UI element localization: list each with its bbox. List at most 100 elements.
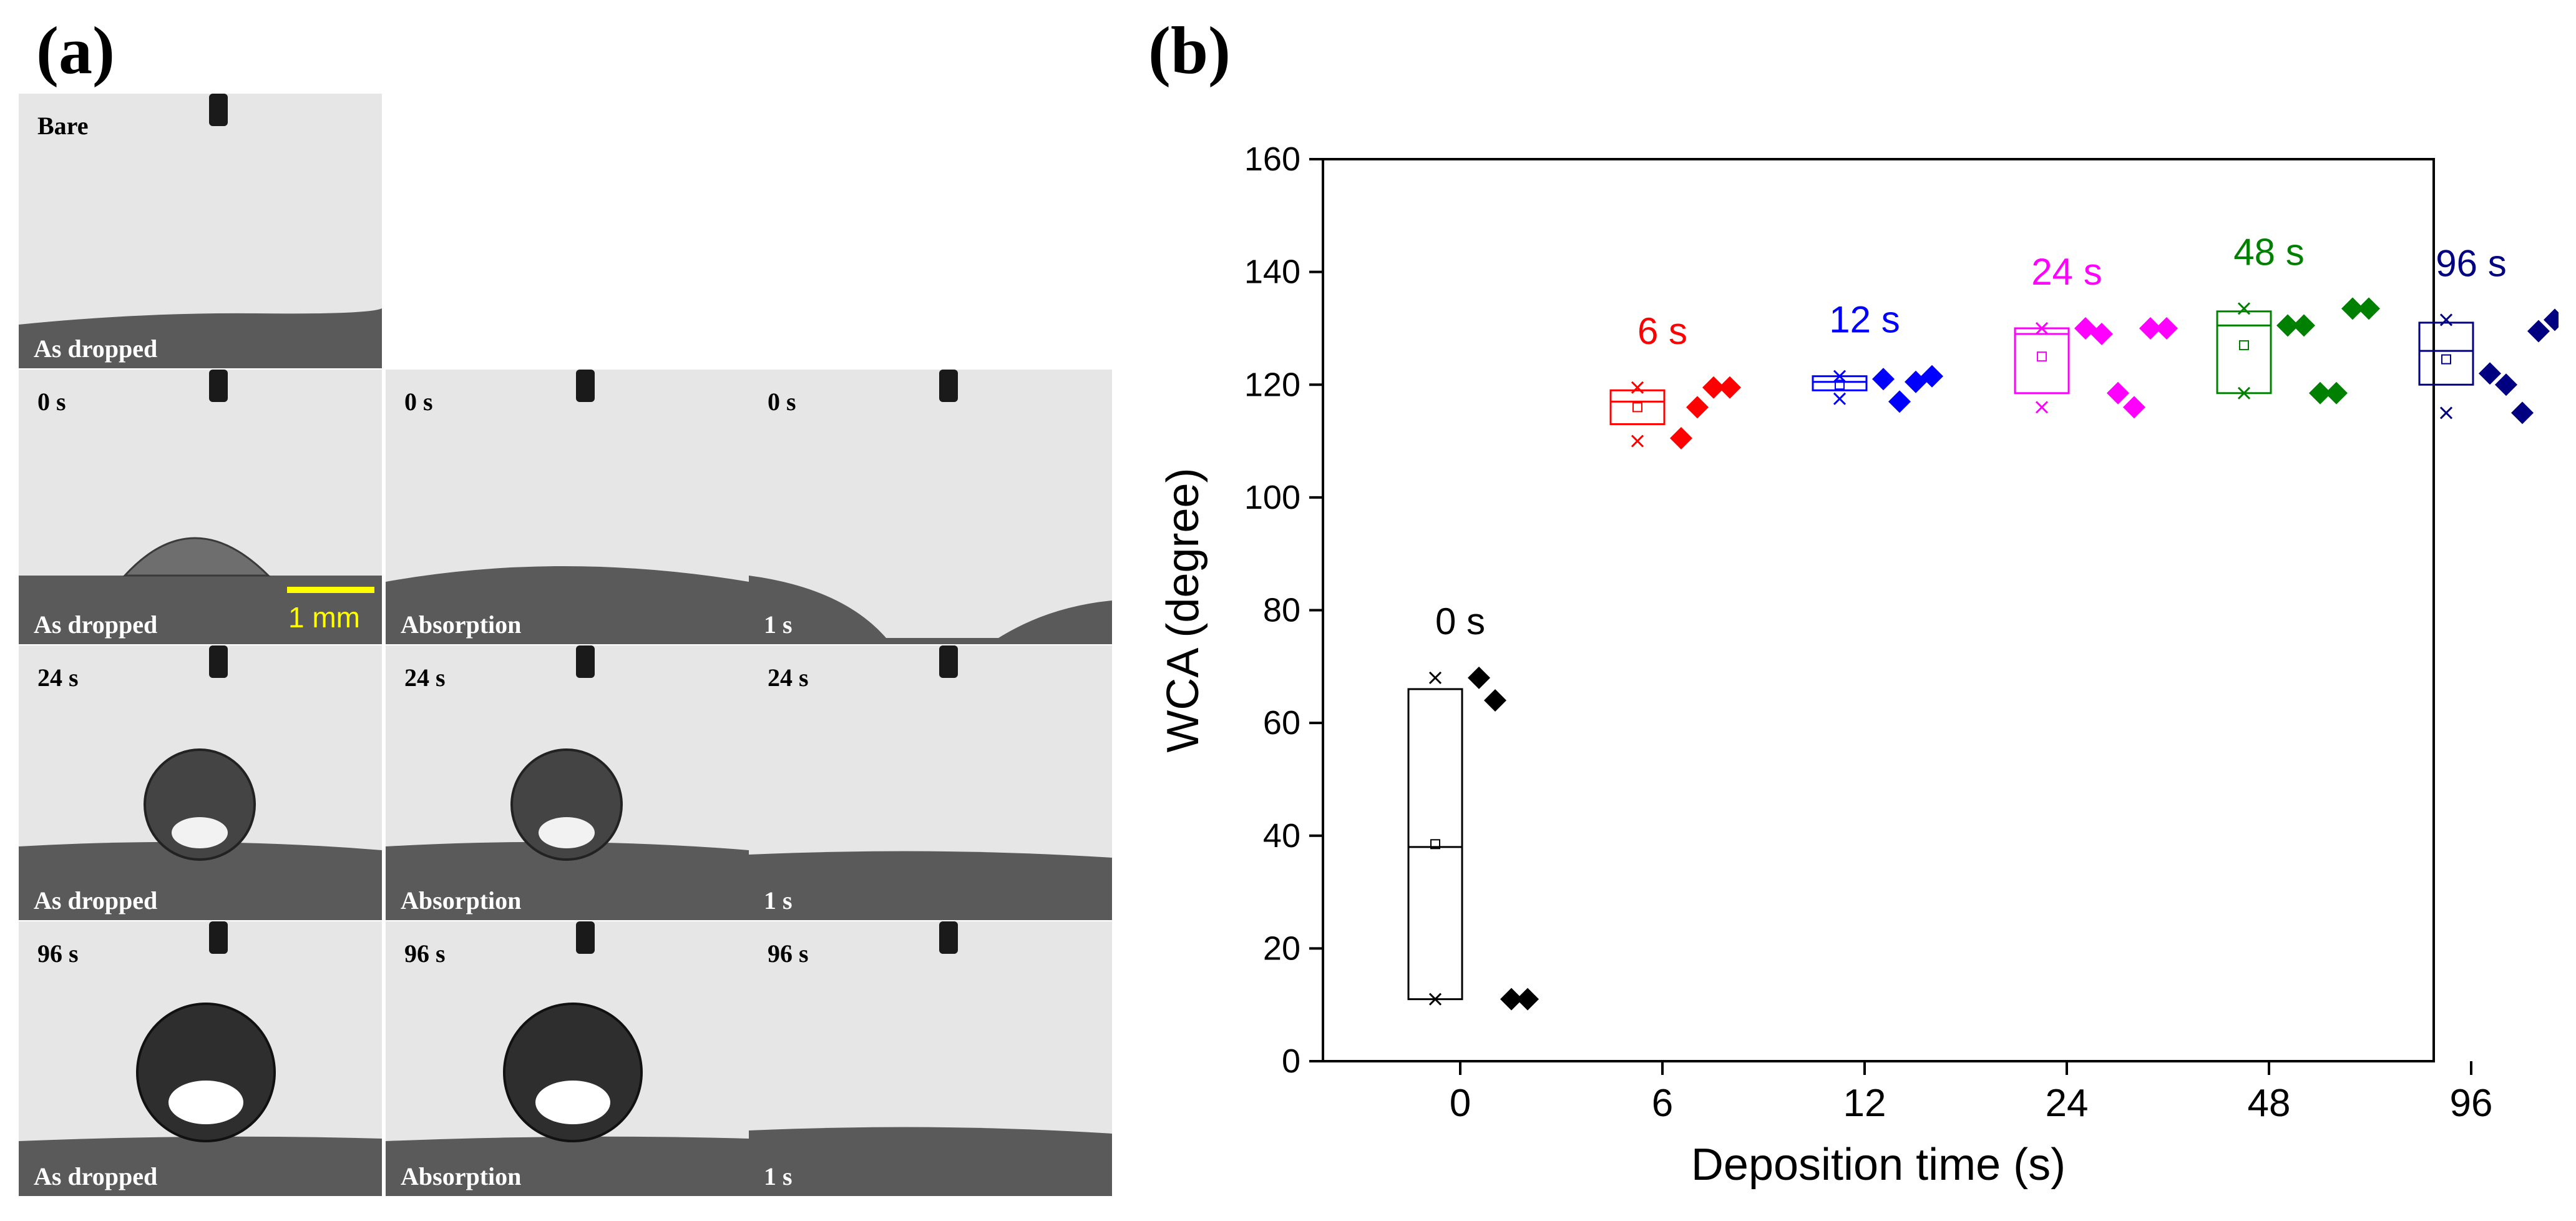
- data-point: [2276, 314, 2299, 337]
- droplet-image-tile: 24 s Absorption: [386, 645, 749, 920]
- group-label: 96 s: [2436, 242, 2506, 284]
- panel-a-label: (a): [36, 14, 115, 88]
- scale-bar: [287, 587, 374, 593]
- data-point: [2107, 381, 2129, 405]
- data-point: [2479, 362, 2501, 385]
- box-extreme-marker: [2035, 401, 2049, 414]
- data-point: [2139, 316, 2162, 340]
- y-axis-label: WCA (degree): [1158, 468, 1208, 752]
- droplet-image-tile: 0 s Absorption: [386, 370, 749, 644]
- panel-b-label: (b): [1148, 14, 1231, 88]
- y-tick-label: 80: [1263, 592, 1300, 629]
- data-point: [1702, 376, 1725, 399]
- tile-bottom-label: 1 s: [764, 886, 793, 915]
- y-tick-label: 100: [1244, 479, 1300, 516]
- box-mean: [1632, 402, 1642, 413]
- y-tick-label: 160: [1244, 140, 1300, 178]
- data-point: [2544, 308, 2559, 331]
- data-point: [1516, 988, 1539, 1011]
- x-axis-label: Deposition time (s): [1691, 1140, 2066, 1190]
- tile-bottom-label: As dropped: [34, 886, 158, 915]
- data-point: [1719, 376, 1741, 399]
- data-point: [2325, 381, 2348, 405]
- box-extreme-marker: [1833, 392, 1847, 405]
- group-label: 6 s: [1637, 310, 1687, 352]
- data-point: [1468, 666, 1490, 689]
- x-tick-label: 6: [1652, 1082, 1673, 1125]
- tile-top-label: 0 s: [768, 388, 796, 416]
- box-extreme-marker: [2439, 406, 2453, 419]
- tile-top-label: 96 s: [768, 939, 809, 968]
- y-tick-label: 140: [1244, 253, 1300, 291]
- tile-bottom-label: Absorption: [401, 886, 522, 915]
- tile-bottom-label: 1 s: [764, 610, 793, 639]
- box-extreme-marker: [1631, 381, 1644, 394]
- droplet-photo: [749, 921, 1112, 1196]
- box-extreme-marker: [1428, 993, 1442, 1006]
- data-point: [2155, 316, 2178, 340]
- data-point: [1500, 988, 1523, 1011]
- tile-bottom-label: As dropped: [34, 1162, 158, 1190]
- x-tick-label: 24: [2046, 1082, 2089, 1125]
- data-point: [2091, 322, 2113, 345]
- y-tick-label: 120: [1244, 366, 1300, 403]
- box: [1609, 389, 1666, 425]
- droplet-image-tile: 0 s As dropped 1 mm: [19, 370, 382, 644]
- y-tick-label: 60: [1263, 704, 1300, 742]
- droplet-photo: [19, 645, 382, 920]
- data-point: [1686, 396, 1709, 419]
- group-label: 0 s: [1435, 601, 1485, 642]
- plot-frame: [1322, 158, 2435, 1062]
- tile-bottom-label: As dropped: [34, 610, 158, 639]
- tile-bottom-label: 1 s: [764, 1162, 793, 1190]
- tile-top-label: 96 s: [37, 939, 79, 968]
- group-label: 12 s: [1829, 299, 1900, 341]
- tile-top-label: 24 s: [404, 664, 446, 692]
- droplet-image-tile: 96 s As dropped: [19, 921, 382, 1196]
- droplet-image-tile: 96 s 1 s: [749, 921, 1112, 1196]
- droplet-image-tile: 0 s 1 s: [749, 370, 1112, 644]
- group-label: 24 s: [2031, 251, 2102, 293]
- box-mean: [1835, 380, 1845, 390]
- box-extreme-marker: [1428, 671, 1442, 684]
- data-point: [1484, 689, 1506, 712]
- droplet-image-tile: 24 s 1 s: [749, 645, 1112, 920]
- tile-bottom-label: Absorption: [401, 1162, 522, 1190]
- data-point: [1872, 368, 1895, 391]
- tile-bottom-label: As dropped: [34, 335, 158, 363]
- droplet-photo: [19, 921, 382, 1196]
- x-tick-label: 0: [1450, 1082, 1471, 1125]
- box-extreme-marker: [1631, 434, 1644, 448]
- tile-top-label: 0 s: [404, 388, 433, 416]
- box-extreme-marker: [2237, 386, 2251, 400]
- y-tick-label: 40: [1263, 817, 1300, 855]
- data-point: [2511, 401, 2534, 424]
- x-tick-label: 12: [1843, 1082, 1886, 1125]
- tile-top-label: 0 s: [37, 388, 66, 416]
- droplet-photo: [749, 645, 1112, 920]
- box-extreme-marker: [2237, 302, 2251, 315]
- scale-bar-label: 1 mm: [288, 601, 360, 634]
- tile-top-label: 24 s: [768, 664, 809, 692]
- box: [2418, 321, 2474, 386]
- data-point: [1670, 427, 1692, 450]
- data-point: [1888, 390, 1911, 413]
- droplet-image-tile: 24 s As dropped: [19, 645, 382, 920]
- tile-bottom-label: Absorption: [401, 610, 522, 639]
- box-mean: [1430, 839, 1440, 850]
- droplet-photo: [19, 94, 382, 368]
- data-point: [2123, 396, 2145, 419]
- x-tick-label: 48: [2248, 1082, 2291, 1125]
- droplet-photo: [386, 645, 749, 920]
- data-point: [2527, 320, 2550, 343]
- box-extreme-marker: [2035, 321, 2049, 335]
- droplet-photo: [19, 370, 382, 644]
- box-extreme-marker: [1833, 370, 1847, 383]
- box-mean: [2037, 351, 2047, 362]
- group-label: 48 s: [2233, 231, 2304, 273]
- y-tick-label: 20: [1263, 929, 1300, 967]
- data-point: [2358, 297, 2380, 320]
- wca-chart: 0 20 40 60 80 100 120 140 160 0 6 12 24 48 96 Depositio…: [1158, 140, 2559, 1190]
- data-point: [2341, 297, 2364, 320]
